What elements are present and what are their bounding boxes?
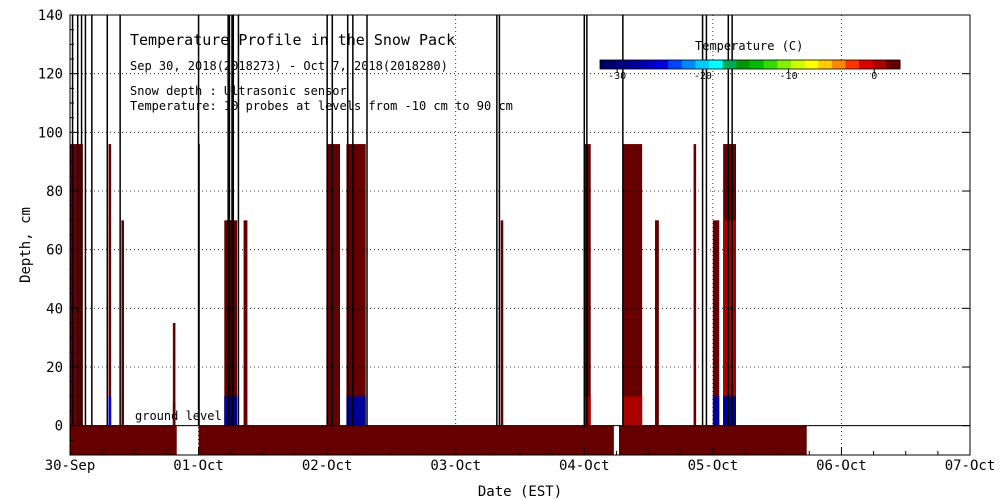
y-tick-label: 140 (38, 8, 63, 24)
colorbar-tick-label: 0 (871, 71, 877, 82)
x-tick-label: 06-Oct (816, 458, 867, 474)
x-tick-label: 07-Oct (945, 458, 996, 474)
snow-temperature-column (224, 396, 238, 426)
note-temperature: Temperature: 10 probes at levels from -1… (130, 99, 513, 113)
colorbar-swatch (831, 60, 846, 69)
snow-temperature-column (346, 396, 366, 426)
x-tick-label: 01-Oct (173, 458, 224, 474)
colorbar-swatch (627, 60, 642, 69)
x-axis-label: Date (EST) (478, 484, 562, 500)
colorbar-swatch (763, 60, 778, 69)
colorbar-swatch (872, 60, 887, 69)
y-tick-label: 0 (55, 419, 63, 435)
colorbar-swatch (654, 60, 669, 69)
y-tick-label: 60 (46, 243, 63, 259)
snow-temperature-column (243, 220, 248, 426)
colorbar-swatch (859, 60, 874, 69)
snow-temperature-column (723, 220, 736, 426)
colorbar-tick-label: -10 (780, 71, 798, 82)
snow-temperature-column (327, 144, 340, 426)
plot-area (70, 15, 970, 455)
snow-temperature-column (622, 144, 643, 426)
y-tick-label: 120 (38, 67, 63, 83)
colorbar-swatch (695, 60, 710, 69)
y-tick-label: 80 (46, 184, 63, 200)
colorbar-swatch (681, 60, 696, 69)
colorbar-title: Temperature (C) (695, 39, 803, 53)
snow-temperature-column (224, 220, 238, 426)
ground-temperature-band (70, 425, 177, 455)
colorbar-swatch (804, 60, 819, 69)
colorbar-tick-label: -30 (608, 71, 626, 82)
x-tick-label: 03-Oct (430, 458, 481, 474)
y-tick-label: 100 (38, 125, 63, 141)
snow-temperature-column (121, 220, 124, 426)
snow-temperature-column (172, 323, 176, 426)
snow-temperature-column (108, 396, 112, 426)
ground-temperature-band (198, 425, 614, 455)
y-tick-label: 40 (46, 301, 63, 317)
grid-lines (70, 15, 970, 455)
colorbar-swatch (600, 60, 615, 69)
snow-temperature-column (723, 396, 736, 426)
snow-temperature-column (712, 220, 720, 426)
colorbar-swatch (613, 60, 628, 69)
colorbar-swatch (736, 60, 751, 69)
x-tick-label: 05-Oct (688, 458, 739, 474)
snow-temperature-column (712, 396, 720, 426)
note-snow-depth: Snow depth : Ultrasonic sensor (130, 84, 347, 98)
snow-temperature-column (655, 220, 659, 426)
colorbar-swatch (777, 60, 792, 69)
plot-frame (69, 14, 971, 456)
snow-temperature-column (108, 144, 112, 426)
colorbar-swatch (722, 60, 737, 69)
colorbar-swatch (668, 60, 683, 69)
x-tick-label: 02-Oct (302, 458, 353, 474)
ground-level-label: ground level (135, 409, 222, 423)
colorbar-swatch (640, 60, 656, 69)
chart-subtitle: Sep 30, 2018(2018273) - Oct 7, 2018(2018… (130, 59, 448, 73)
x-tick-label: 04-Oct (559, 458, 610, 474)
colorbar-swatch (845, 60, 860, 69)
colorbar-swatch (818, 60, 833, 69)
y-axis-label: Depth, cm (18, 207, 34, 283)
colorbar-swatch (886, 60, 901, 69)
snow-temperature-column (693, 144, 697, 426)
colorbar-swatch (790, 60, 806, 69)
x-tick-label: 30-Sep (45, 458, 96, 474)
colorbar-swatch (709, 60, 724, 69)
colorbar-frame (599, 59, 901, 70)
colorbar-tick-label: -20 (694, 71, 712, 82)
colorbar: -30 -20 -10 0 (599, 59, 901, 82)
colorbar-swatch (750, 60, 765, 69)
snow-temperature-column (500, 220, 504, 426)
snow-temperature-column (346, 144, 366, 426)
y-tick-label: 20 (46, 360, 63, 376)
axis-ticks: 30-Sep 01-Oct 02-Oct 03-Oct 04-Oct 05-Oct 06-O… (38, 8, 996, 474)
chart-title: Temperature Profile in the Snow Pack (130, 31, 455, 49)
snow-temperature-column (622, 396, 643, 426)
